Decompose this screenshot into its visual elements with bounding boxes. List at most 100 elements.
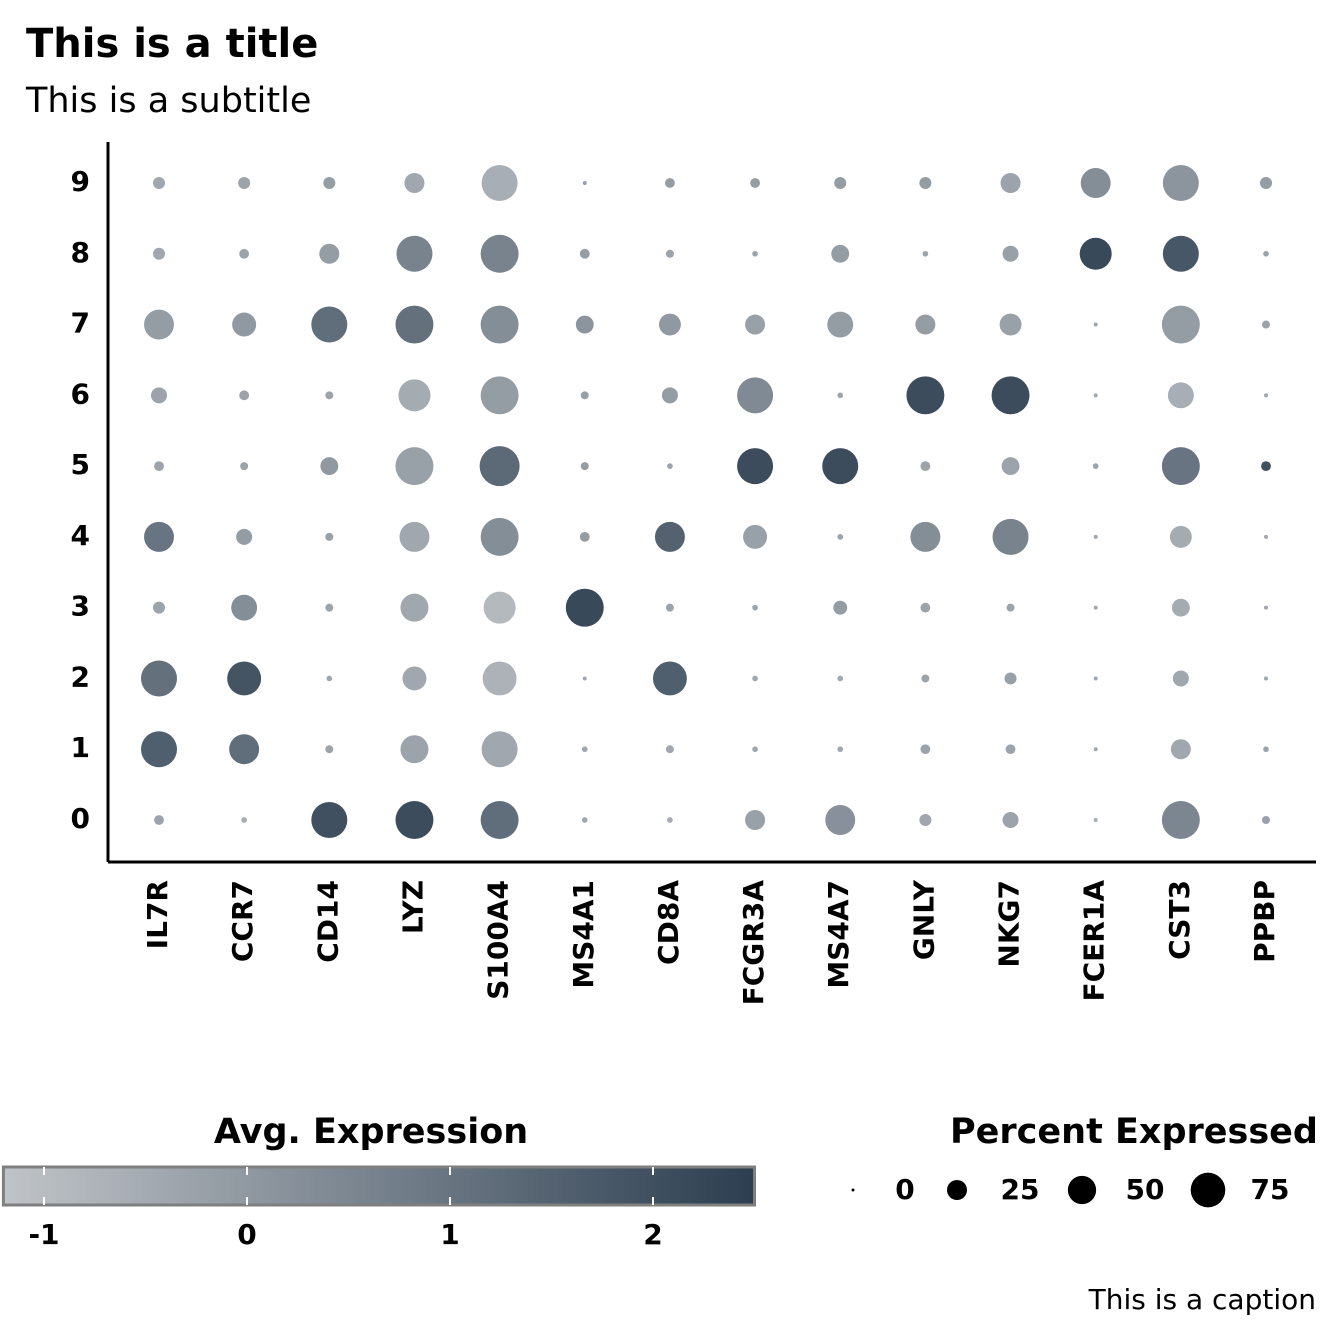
dot (834, 177, 847, 189)
dot (325, 745, 334, 754)
size-legend-dot (1067, 1175, 1097, 1205)
dot (652, 661, 687, 696)
x-tick-label: CST3 (1163, 880, 1196, 960)
size-legend-dot (851, 1188, 855, 1192)
y-tick-label: 1 (71, 731, 90, 764)
dot (319, 243, 340, 264)
chart-caption: This is a caption (1088, 1283, 1316, 1316)
dot (1079, 237, 1112, 270)
dot (1264, 393, 1268, 398)
dot (579, 531, 590, 542)
dot (480, 801, 519, 839)
y-tick-label: 2 (71, 660, 90, 693)
colorbar-tick-label: 0 (237, 1218, 256, 1251)
dot (480, 517, 519, 556)
dot (833, 600, 848, 615)
dot (311, 802, 348, 838)
dot (752, 604, 758, 611)
dot (400, 593, 429, 622)
x-tick-label: CCR7 (226, 880, 259, 962)
chart-subtitle: This is a subtitle (25, 81, 311, 121)
dot (745, 314, 766, 335)
dot (481, 731, 518, 768)
dot (398, 379, 431, 412)
y-tick-label: 5 (71, 448, 90, 481)
dot (1264, 534, 1268, 539)
dot (1093, 393, 1098, 398)
dot (154, 461, 164, 472)
dot (1005, 744, 1016, 755)
dot (141, 660, 177, 697)
dot (1162, 235, 1199, 272)
dot (1093, 605, 1098, 610)
dot (737, 377, 774, 414)
dot (745, 810, 766, 830)
dot (575, 315, 594, 334)
dot (992, 518, 1029, 555)
dot (404, 173, 425, 193)
dot (241, 817, 247, 823)
dot (831, 244, 850, 263)
dot (153, 601, 165, 614)
dot (399, 521, 430, 552)
y-tick-label: 8 (71, 236, 90, 269)
dot (921, 674, 930, 683)
colorbar-tick-label: -1 (28, 1218, 59, 1251)
dot (402, 666, 427, 691)
x-tick-label: CD8A (652, 880, 685, 965)
dot (737, 448, 774, 485)
dot (482, 661, 517, 696)
dot (396, 235, 433, 272)
dot (1260, 177, 1272, 189)
dot (1161, 305, 1200, 344)
dot (582, 676, 587, 681)
dot (999, 313, 1022, 336)
dot (325, 603, 334, 612)
dot (991, 376, 1030, 415)
dot (1264, 605, 1268, 610)
dot (665, 249, 674, 258)
dot (837, 746, 844, 753)
dot (1001, 457, 1020, 476)
dot (1093, 818, 1098, 822)
dot (1171, 598, 1190, 617)
dot (480, 305, 519, 344)
dot (752, 746, 758, 753)
dot (1093, 676, 1098, 681)
dot (837, 534, 844, 540)
dot (1004, 672, 1017, 685)
size-legend-dot (1190, 1172, 1226, 1208)
dot (231, 594, 258, 621)
dot (919, 177, 932, 189)
dot (1093, 747, 1098, 752)
dot (580, 462, 589, 471)
dot (1169, 525, 1192, 548)
dot (752, 675, 758, 682)
dot (236, 528, 253, 545)
dot (920, 744, 931, 755)
y-tick-label: 7 (71, 307, 90, 340)
colorbar-tick-label: 1 (440, 1218, 459, 1251)
dot (654, 521, 685, 552)
x-tick-label: GNLY (907, 879, 940, 960)
dot (144, 521, 174, 552)
x-tick-label: CD14 (311, 880, 344, 963)
dot (665, 178, 675, 188)
x-tick-label: IL7R (141, 880, 174, 949)
dot (311, 306, 348, 343)
dot (395, 447, 434, 486)
dot (750, 178, 760, 188)
dot (582, 181, 587, 185)
dot (919, 814, 932, 826)
dot (581, 817, 588, 823)
x-tick-label: LYZ (396, 880, 429, 934)
y-tick-label: 0 (71, 802, 90, 835)
size-legend-dot (947, 1180, 967, 1200)
dot (395, 305, 434, 344)
dot (141, 731, 177, 768)
dot (922, 250, 929, 257)
chart-title: This is a title (26, 21, 318, 67)
dot (915, 314, 936, 335)
dot (1002, 245, 1019, 262)
